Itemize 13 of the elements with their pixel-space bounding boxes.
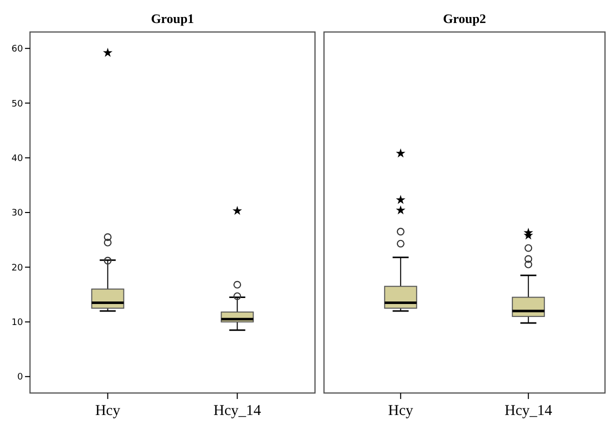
x-tick-label: Hcy_14 <box>214 403 262 419</box>
chart-title: Group2 <box>442 11 486 26</box>
y-tick-label: 60 <box>12 44 24 55</box>
x-tick-label: Hcy_14 <box>504 403 553 419</box>
chart-title: Group1 <box>150 11 194 26</box>
y-tick-label: 10 <box>12 318 24 328</box>
y-tick-label: 20 <box>12 263 24 274</box>
y-tick-label: 30 <box>12 208 24 219</box>
y-tick-label: 40 <box>12 154 24 164</box>
y-tick-label: 50 <box>12 99 24 110</box>
x-tick-label: Hcy <box>388 403 414 419</box>
x-tick-label: Hcy <box>95 403 121 419</box>
y-tick-label: 0 <box>17 372 24 383</box>
